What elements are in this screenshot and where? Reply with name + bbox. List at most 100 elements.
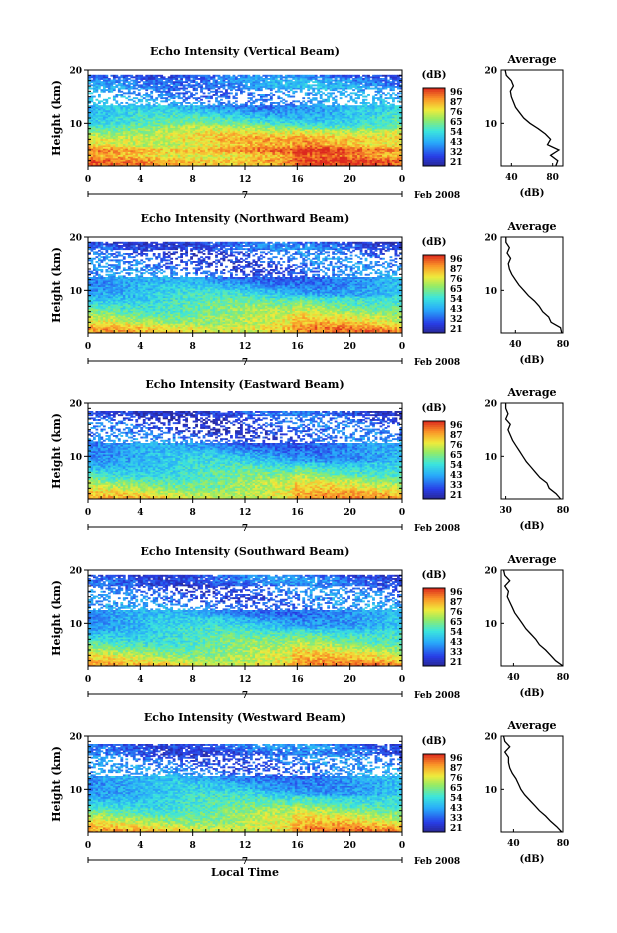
heatmap-cells bbox=[88, 75, 402, 166]
heatmap-cell bbox=[110, 104, 113, 106]
heatmap-cell bbox=[215, 105, 218, 107]
heatmap-cell bbox=[193, 105, 196, 107]
heatmap-cell bbox=[120, 102, 123, 104]
heatmap-cell bbox=[255, 99, 258, 101]
heatmap-cell bbox=[292, 104, 295, 106]
heatmap-cell bbox=[257, 105, 260, 107]
heatmap-cell bbox=[160, 105, 163, 107]
heatmap-cell bbox=[280, 100, 283, 102]
heatmap-cell bbox=[193, 102, 196, 104]
heatmap-cell bbox=[148, 102, 151, 104]
heatmap-cell bbox=[168, 104, 171, 106]
heatmap-cell bbox=[210, 105, 213, 107]
heatmap-cell bbox=[158, 104, 161, 106]
heatmap-cell bbox=[262, 104, 265, 106]
heatmap-cell bbox=[367, 102, 370, 104]
heatmap-cell bbox=[315, 104, 318, 106]
heatmap-cell bbox=[390, 104, 393, 106]
heatmap-cell bbox=[370, 104, 373, 106]
heatmap-cell bbox=[360, 102, 363, 104]
heatmap-cell bbox=[200, 99, 203, 101]
heatmap-cell bbox=[153, 99, 156, 101]
heatmap-cell bbox=[163, 105, 166, 107]
heatmap-cell bbox=[145, 104, 148, 106]
heatmap-cell bbox=[105, 99, 108, 101]
heatmap-cell bbox=[275, 105, 278, 107]
heatmap-cell bbox=[125, 102, 128, 104]
heatmap-cell bbox=[198, 105, 201, 107]
heatmap-cell bbox=[240, 104, 243, 106]
heatmap-cell bbox=[123, 105, 126, 107]
heatmap-cell bbox=[145, 99, 148, 101]
heatmap-cell bbox=[300, 102, 303, 104]
heatmap-cell bbox=[198, 100, 201, 102]
heatmap-cell bbox=[385, 104, 388, 106]
heatmap-cell bbox=[330, 105, 333, 107]
heatmap-cell bbox=[322, 104, 325, 106]
heatmap-cell bbox=[355, 100, 358, 102]
heatmap-cell bbox=[265, 99, 268, 101]
heatmap-cell bbox=[287, 104, 290, 106]
heatmap-cell bbox=[220, 102, 223, 104]
heatmap-cell bbox=[327, 105, 330, 107]
heatmap-cell bbox=[130, 104, 133, 106]
heatmap-cell bbox=[235, 104, 238, 106]
heatmap-cell bbox=[173, 100, 176, 102]
heatmap-cell bbox=[195, 102, 198, 104]
heatmap-cell bbox=[347, 105, 350, 107]
heatmap-cell bbox=[375, 102, 378, 104]
heatmap-cell bbox=[307, 105, 310, 107]
heatmap-cell bbox=[310, 105, 313, 107]
heatmap-cell bbox=[243, 104, 246, 106]
heatmap-cell bbox=[285, 104, 288, 106]
heatmap-cell bbox=[320, 100, 323, 102]
heatmap-cell bbox=[208, 100, 211, 102]
heatmap-cell bbox=[247, 100, 250, 102]
heatmap-cell bbox=[295, 105, 298, 107]
heatmap-cell bbox=[128, 99, 131, 101]
heatmap-cell bbox=[350, 105, 353, 107]
heatmap-cell bbox=[103, 99, 106, 101]
heatmap-cell bbox=[223, 105, 226, 107]
heatmap-cell bbox=[103, 102, 106, 104]
heatmap-cell bbox=[385, 100, 388, 102]
heatmap-cell bbox=[352, 105, 355, 107]
heatmap-cell bbox=[153, 104, 156, 106]
heatmap-cell bbox=[100, 100, 103, 102]
heatmap-cell bbox=[342, 105, 345, 107]
heatmap-cell bbox=[178, 102, 181, 104]
heatmap-cell bbox=[310, 99, 313, 101]
heatmap-cell bbox=[183, 105, 186, 107]
heatmap-cell bbox=[247, 105, 250, 107]
heatmap-cell bbox=[118, 104, 121, 106]
heatmap-cell bbox=[397, 105, 400, 107]
heatmap-cell bbox=[238, 105, 241, 107]
heatmap-cell bbox=[280, 105, 283, 107]
heatmap-cell bbox=[295, 100, 298, 102]
heatmap-cell bbox=[325, 99, 328, 101]
heatmap-cell bbox=[155, 102, 158, 104]
heatmap-cell bbox=[387, 105, 390, 107]
heatmap-cell bbox=[225, 104, 228, 106]
heatmap-cell bbox=[98, 105, 101, 107]
heatmap-cell bbox=[297, 105, 300, 107]
heatmap-cell bbox=[130, 99, 133, 101]
heatmap-cell bbox=[292, 100, 295, 102]
heatmap-cell bbox=[120, 105, 123, 107]
heatmap-cell bbox=[203, 105, 206, 107]
heatmap-cell bbox=[395, 105, 398, 107]
heatmap-cell bbox=[305, 102, 308, 104]
heatmap-cell bbox=[250, 102, 253, 104]
heatmap-cell bbox=[208, 104, 211, 106]
heatmap-cell bbox=[302, 104, 305, 106]
heatmap-cell bbox=[332, 102, 335, 104]
heatmap-cell bbox=[133, 104, 136, 106]
heatmap-cell bbox=[345, 104, 348, 106]
heatmap-cell bbox=[257, 99, 260, 101]
heatmap-cell bbox=[347, 100, 350, 102]
heatmap-cell bbox=[302, 100, 305, 102]
heatmap-cell bbox=[155, 105, 158, 107]
heatmap-cell bbox=[163, 100, 166, 102]
heatmap-cell bbox=[160, 100, 163, 102]
